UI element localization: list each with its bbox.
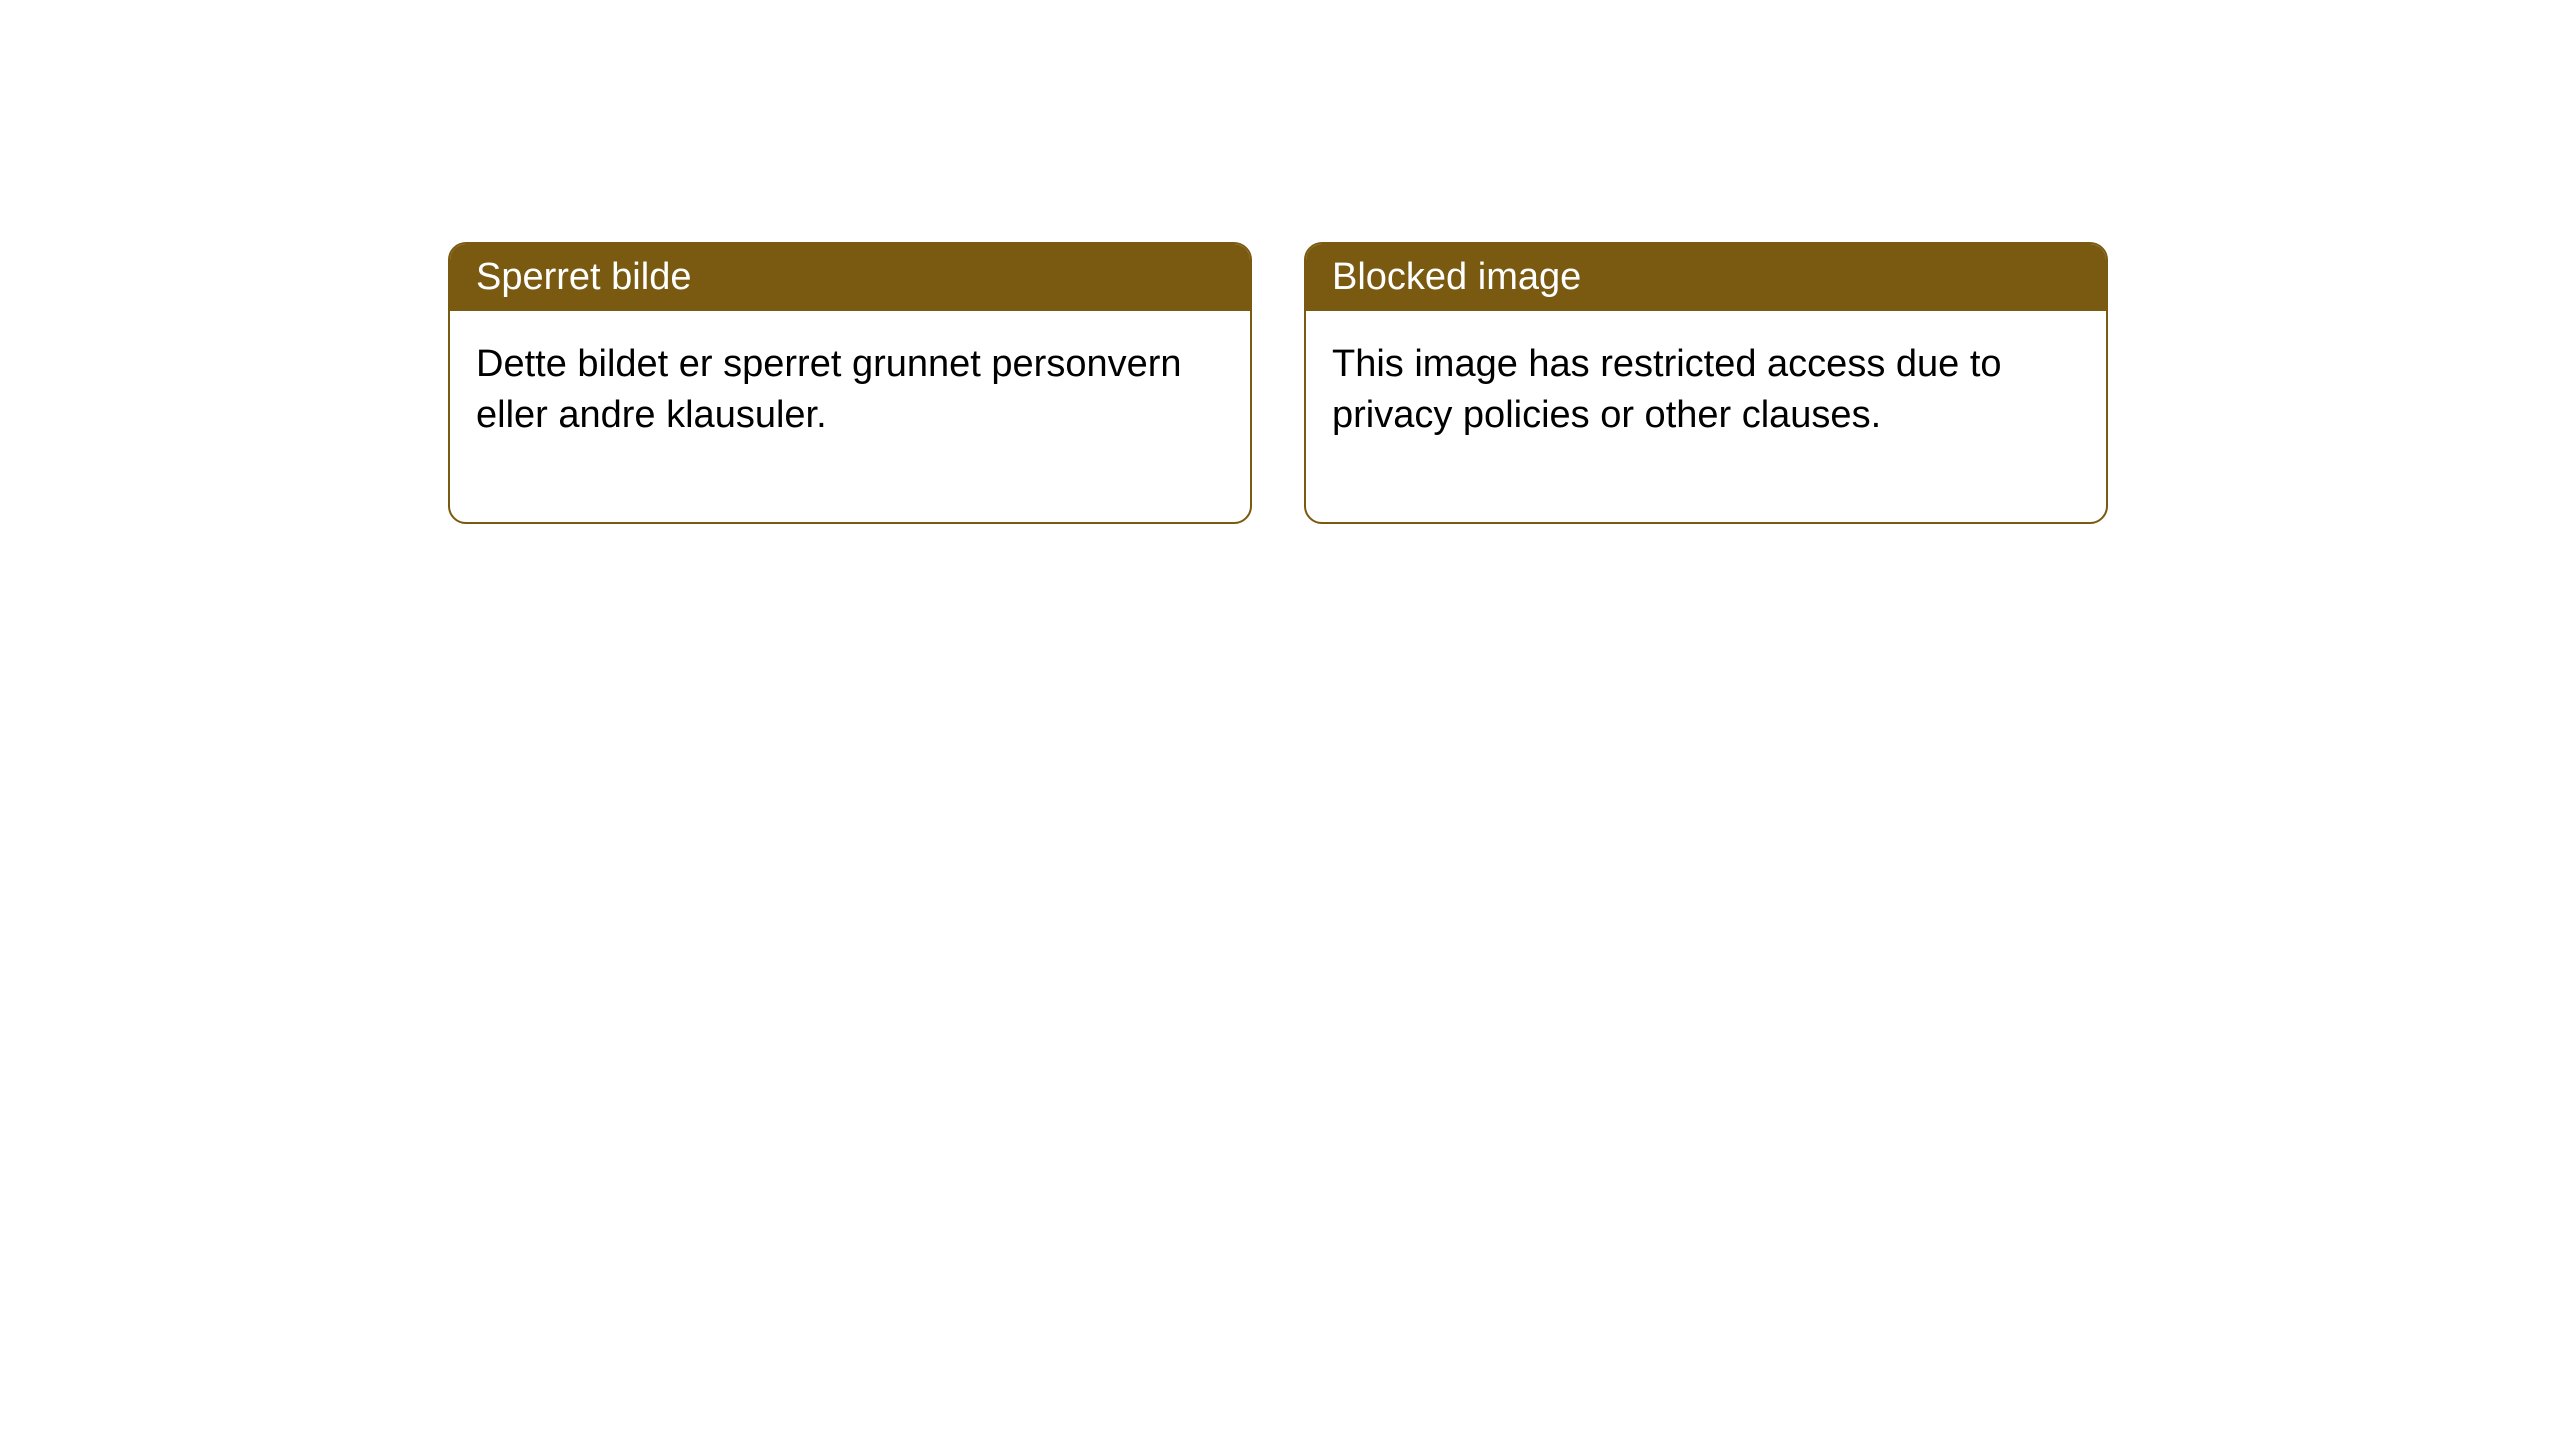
notice-card-norwegian: Sperret bilde Dette bildet er sperret gr… — [448, 242, 1252, 524]
notice-title: Sperret bilde — [450, 244, 1250, 311]
notice-title: Blocked image — [1306, 244, 2106, 311]
notice-card-english: Blocked image This image has restricted … — [1304, 242, 2108, 524]
notice-container: Sperret bilde Dette bildet er sperret gr… — [0, 0, 2560, 524]
notice-body: This image has restricted access due to … — [1306, 311, 2106, 522]
notice-body: Dette bildet er sperret grunnet personve… — [450, 311, 1250, 522]
